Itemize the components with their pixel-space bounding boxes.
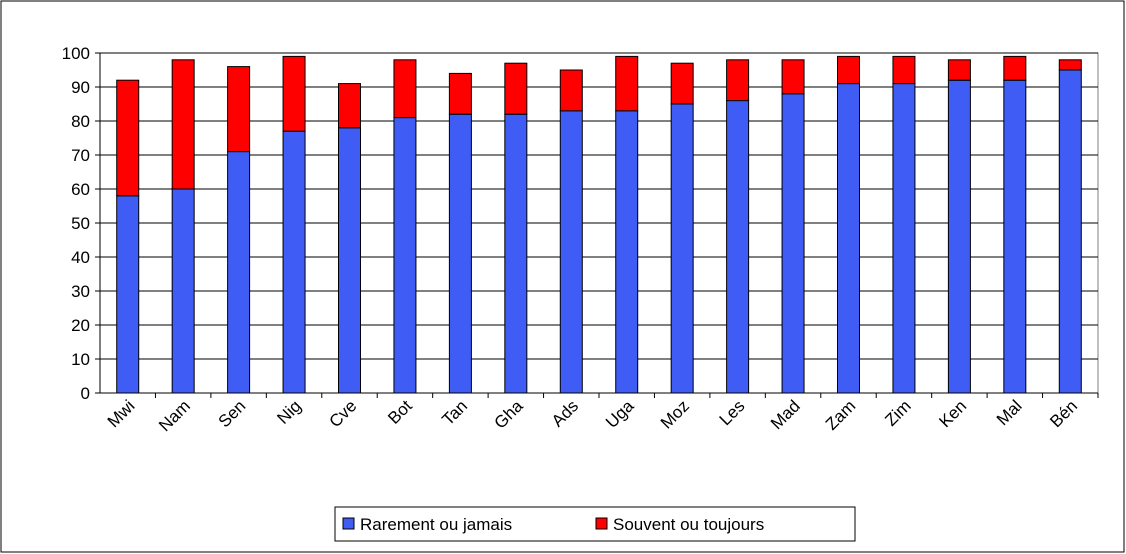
y-tick-label: 30 [71, 282, 90, 301]
bar-segment [116, 79, 140, 197]
bar-segment [670, 62, 694, 105]
y-tick-label: 60 [71, 180, 90, 199]
y-tick-label: 80 [71, 112, 90, 131]
bar-segment [559, 110, 583, 394]
bar-segment [615, 110, 639, 394]
bar-segment [393, 59, 417, 119]
y-tick-label: 50 [71, 214, 90, 233]
bar-segment [448, 72, 472, 115]
y-tick-label: 40 [71, 248, 90, 267]
bar-segment [726, 100, 750, 394]
bar-segment [781, 59, 805, 95]
y-tick-label: 100 [62, 44, 90, 63]
bar-segment [282, 130, 306, 394]
bar-segment [171, 188, 195, 394]
bar-segment [892, 55, 916, 85]
legend-box [334, 506, 856, 542]
bar-segment [1058, 59, 1082, 71]
bar-segment [171, 59, 195, 190]
bar-segment [559, 69, 583, 112]
y-tick-label: 70 [71, 146, 90, 165]
bar-segment [338, 83, 361, 129]
bar-segment [947, 59, 971, 81]
bar-segment [837, 55, 860, 85]
bar-segment [448, 113, 472, 394]
legend-label: Souvent ou toujours [613, 515, 764, 534]
bar-segment [116, 195, 140, 394]
legend-swatch [342, 517, 355, 530]
bar-segment [615, 55, 639, 112]
bar-segment [227, 151, 251, 394]
bar-segment [1003, 79, 1027, 394]
legend-swatch [595, 517, 608, 530]
bar-segment [837, 83, 860, 394]
bar-segment [947, 79, 971, 394]
legend-label: Rarement ou jamais [360, 515, 512, 534]
bar-segment [338, 127, 361, 394]
bar-segment [504, 113, 528, 394]
bar-segment [227, 66, 251, 153]
bar-segment [393, 117, 417, 394]
bar-segment [726, 59, 750, 102]
bar-segment [670, 103, 694, 394]
bar-segment [892, 83, 916, 394]
bar-segment [1058, 69, 1082, 394]
y-tick-label: 90 [71, 78, 90, 97]
bar-segment [1003, 55, 1027, 81]
bar-segment [504, 62, 528, 115]
y-tick-label: 0 [81, 384, 90, 403]
bar-segment [781, 93, 805, 394]
bar-segment [282, 55, 306, 132]
y-tick-label: 10 [71, 350, 90, 369]
y-tick-label: 20 [71, 316, 90, 335]
